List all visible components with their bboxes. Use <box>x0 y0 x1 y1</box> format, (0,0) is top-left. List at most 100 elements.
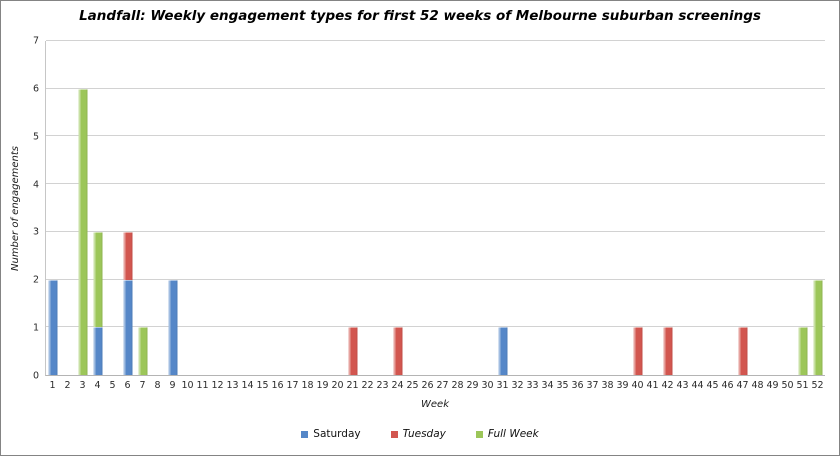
x-tick-label: 30 <box>481 380 494 391</box>
bar-stack <box>543 41 552 375</box>
x-tick-label: 9 <box>169 380 176 391</box>
x-tick-label: 39 <box>616 380 629 391</box>
x-tick-label: 5 <box>109 380 116 391</box>
x-tick-label: 24 <box>391 380 404 391</box>
bar-stack <box>274 41 283 375</box>
bar-segment <box>138 327 148 375</box>
bar-stack <box>244 41 253 375</box>
x-tick-label: 51 <box>796 380 809 391</box>
bar-stack <box>199 41 208 375</box>
gridline <box>46 135 825 137</box>
y-tick-label: 2 <box>32 274 39 286</box>
x-tick-label: 1 <box>49 380 56 391</box>
bar-stack <box>588 41 597 375</box>
bar-stack <box>483 41 492 375</box>
x-tick-label: 35 <box>556 380 569 391</box>
x-tick-label: 8 <box>154 380 161 391</box>
y-axis-ticks: 0 1 2 3 4 5 6 7 <box>1 36 39 382</box>
bar-stack <box>304 41 313 375</box>
bar-segment <box>348 327 358 375</box>
y-tick-label: 3 <box>32 226 39 238</box>
bar-stack <box>468 41 477 375</box>
bar-stack <box>364 41 373 375</box>
bar-stack <box>753 41 762 375</box>
bar-stack <box>708 41 717 375</box>
bar-stack <box>603 41 612 375</box>
bar-stack <box>813 41 822 375</box>
bar-stack <box>528 41 537 375</box>
x-tick-label: 17 <box>286 380 299 391</box>
gridline <box>46 40 825 41</box>
x-tick-label: 13 <box>226 380 239 391</box>
x-tick-label: 11 <box>196 380 209 391</box>
x-tick-label: 18 <box>301 380 314 391</box>
x-tick-label: 45 <box>706 380 719 391</box>
legend-item: Full Week <box>475 428 539 440</box>
bar-stack <box>409 41 418 375</box>
y-tick-label: 6 <box>32 83 39 95</box>
bar-stack <box>168 41 178 375</box>
gridline <box>46 87 825 89</box>
bar-stack <box>633 41 643 375</box>
x-tick-label: 3 <box>79 380 86 391</box>
x-axis-title: Week <box>421 399 449 410</box>
bar-stack <box>723 41 732 375</box>
x-tick-label: 23 <box>376 380 389 391</box>
y-tick-label: 7 <box>32 35 39 47</box>
x-tick-label: 6 <box>124 380 131 391</box>
bar-stack <box>618 41 627 375</box>
bar-segment <box>663 327 673 375</box>
x-tick-label: 16 <box>271 380 284 391</box>
bar-segment <box>78 88 88 375</box>
legend-item: Saturday <box>301 428 361 440</box>
x-tick-label: 43 <box>676 380 689 391</box>
bar-stack <box>424 41 433 375</box>
bar-stack <box>319 41 328 375</box>
y-tick-label: 4 <box>32 179 39 191</box>
bar-stack <box>154 41 163 375</box>
bar-stack <box>184 41 193 375</box>
bar-segment <box>393 327 403 375</box>
legend-label: Full Week <box>487 428 539 440</box>
bar-stack <box>798 41 808 375</box>
y-tick-label: 0 <box>32 370 39 382</box>
x-tick-label: 38 <box>601 380 614 391</box>
bar-stack <box>558 41 567 375</box>
bar-stack <box>678 41 687 375</box>
bar-stack <box>93 41 103 375</box>
bar-stack <box>693 41 702 375</box>
bar-segment <box>48 279 58 375</box>
plot-area <box>45 40 825 376</box>
legend-label: Tuesday <box>402 428 446 440</box>
bar-stack <box>214 41 223 375</box>
x-tick-label: 42 <box>661 380 674 391</box>
bar-stack <box>348 41 358 375</box>
bar-stack <box>498 41 508 375</box>
x-tick-label: 15 <box>256 380 269 391</box>
x-tick-label: 26 <box>421 380 434 391</box>
x-tick-label: 12 <box>211 380 224 391</box>
x-tick-label: 21 <box>346 380 359 391</box>
x-tick-label: 40 <box>631 380 644 391</box>
x-tick-label: 52 <box>811 380 824 391</box>
bar-stack <box>768 41 777 375</box>
legend: Saturday Tuesday Full Week <box>1 428 839 440</box>
bar-segment <box>738 327 748 375</box>
legend-swatch <box>390 430 398 438</box>
x-tick-label: 10 <box>181 380 194 391</box>
x-tick-label: 20 <box>331 380 344 391</box>
x-tick-label: 19 <box>316 380 329 391</box>
x-tick-label: 46 <box>721 380 734 391</box>
gridline <box>46 326 825 328</box>
x-tick-label: 48 <box>751 380 764 391</box>
legend-swatch <box>475 430 483 438</box>
bar-stack <box>783 41 792 375</box>
chart-title: Landfall: Weekly engagement types for fi… <box>79 8 761 24</box>
x-tick-label: 28 <box>451 380 464 391</box>
x-tick-label: 49 <box>766 380 779 391</box>
x-tick-label: 36 <box>571 380 584 391</box>
legend-label: Saturday <box>313 428 361 440</box>
bar-stack <box>453 41 462 375</box>
x-tick-label: 22 <box>361 380 374 391</box>
